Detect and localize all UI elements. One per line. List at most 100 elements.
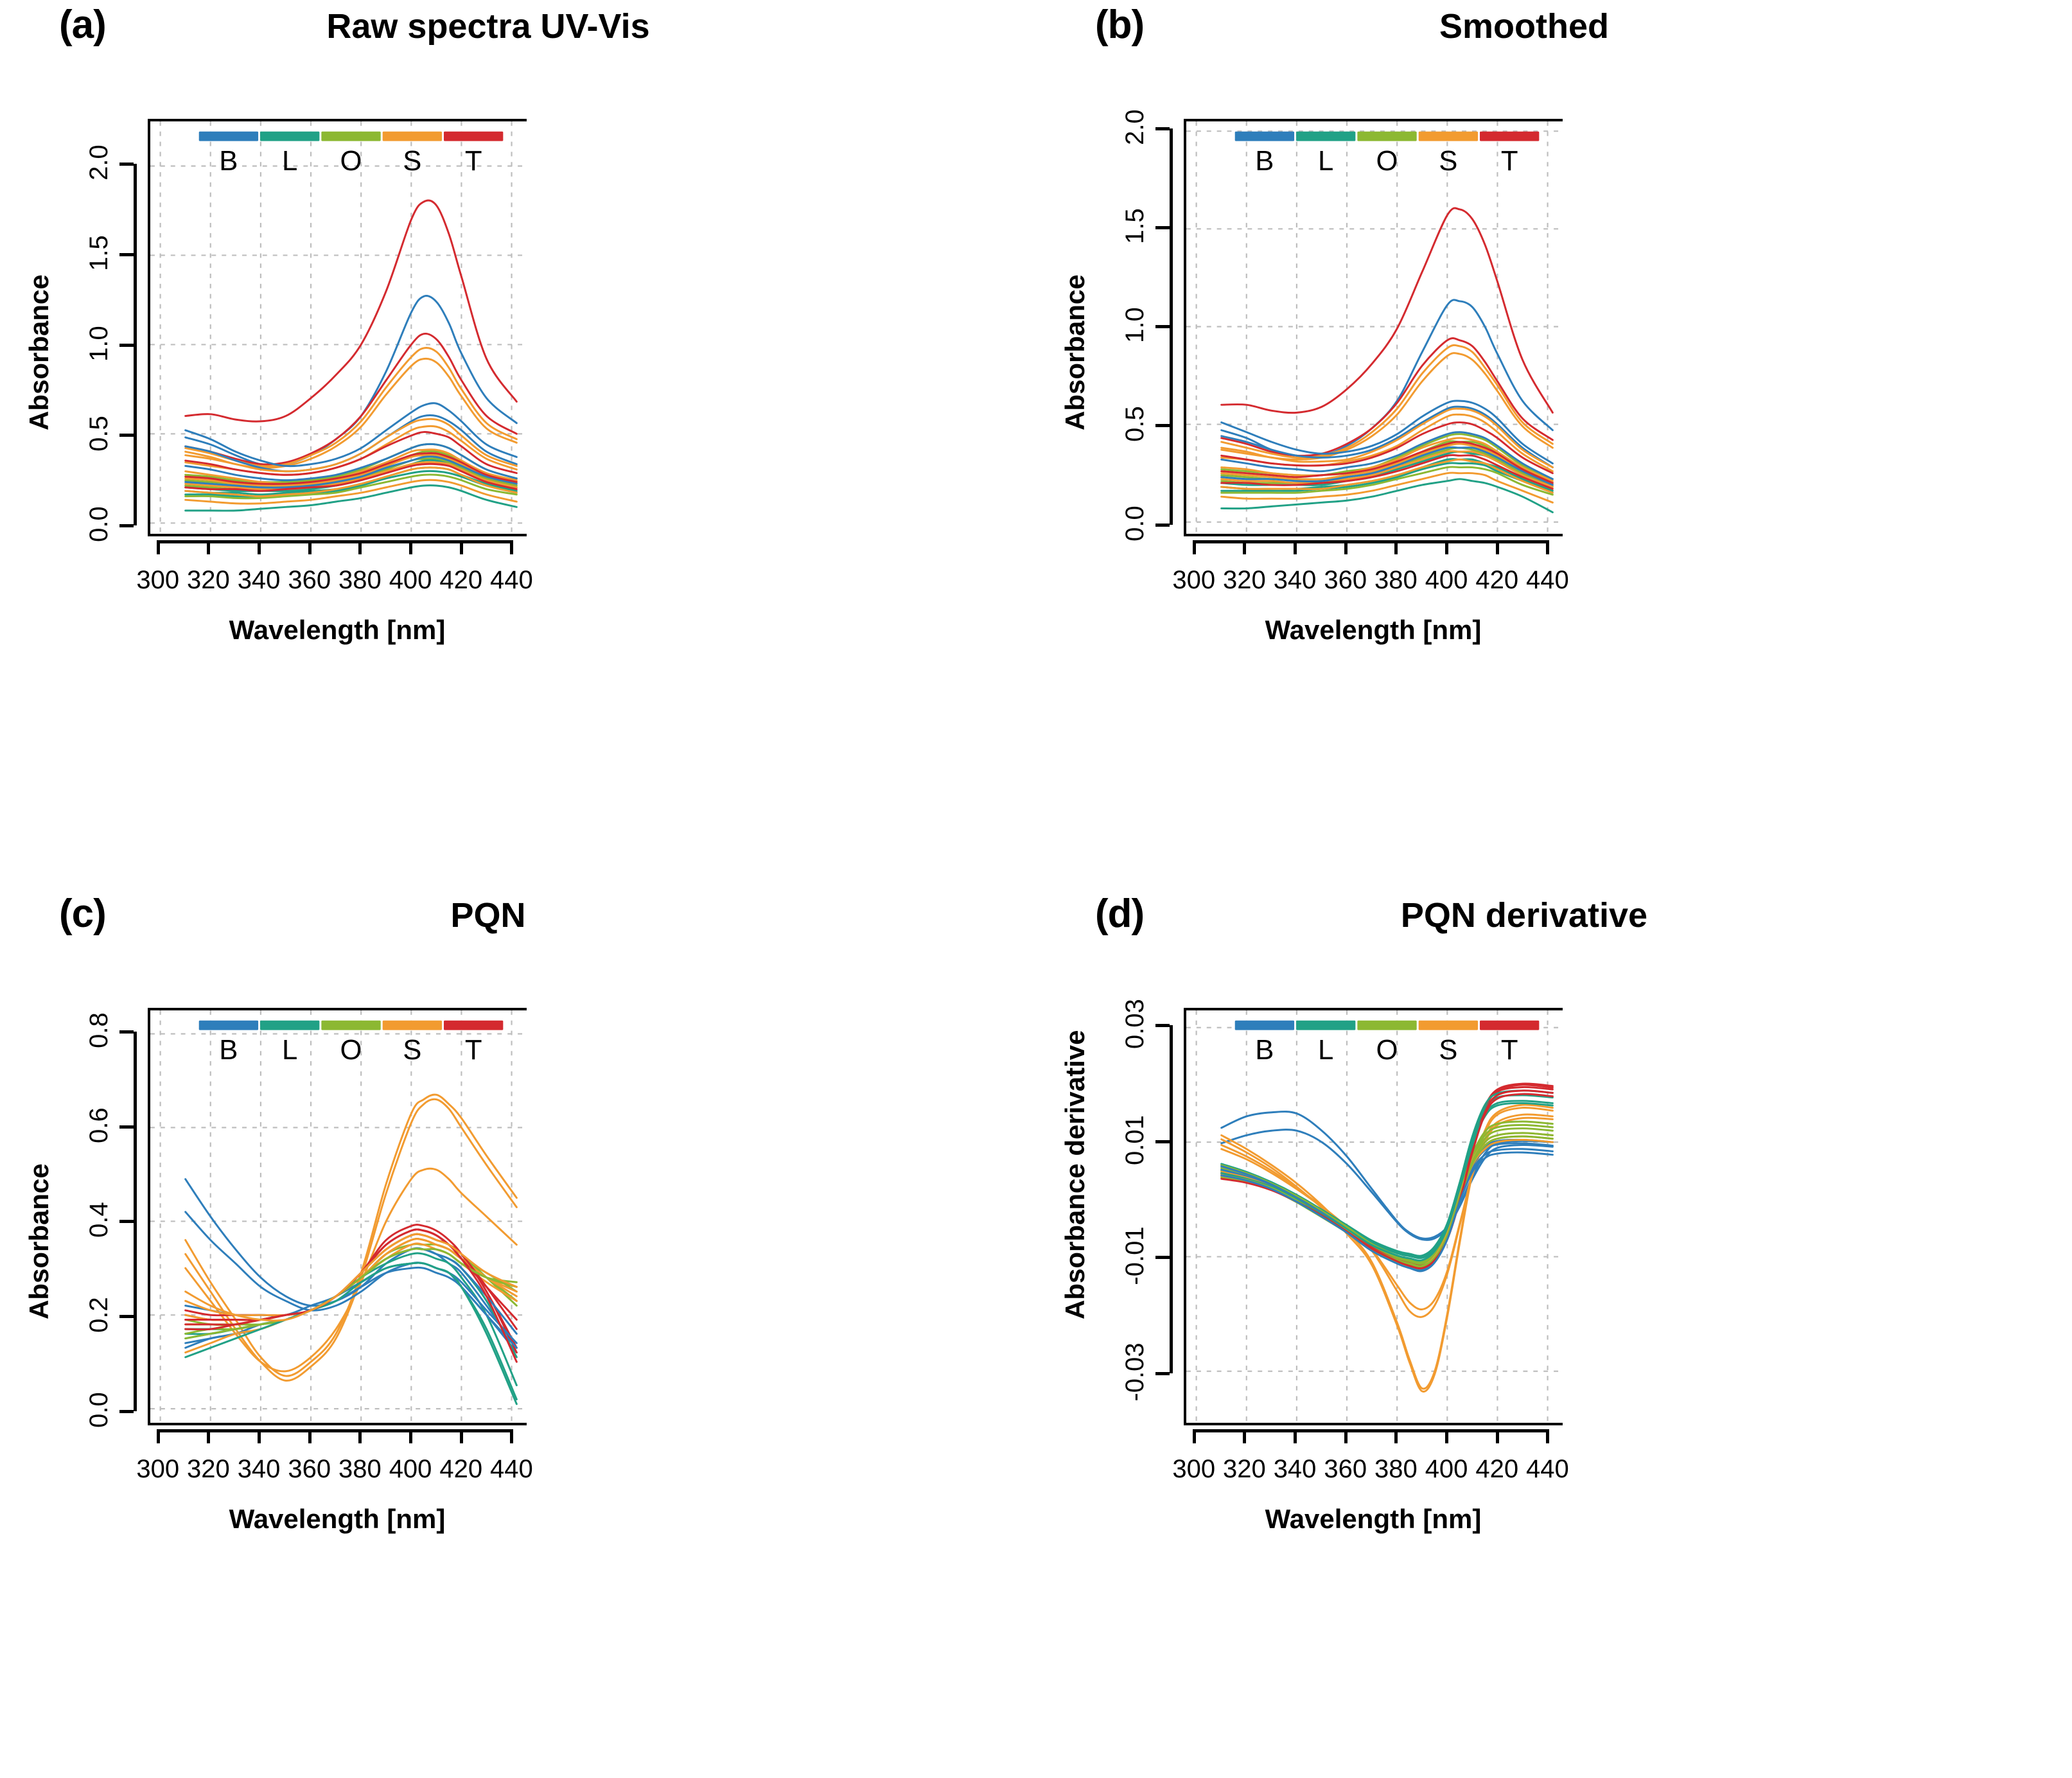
x-axis-tick-label: 380 bbox=[1374, 566, 1418, 594]
spectrum-line bbox=[1220, 1089, 1554, 1257]
x-axis-tick-label: 380 bbox=[1374, 1455, 1418, 1483]
x-axis-tick bbox=[1344, 540, 1348, 554]
x-axis-tick bbox=[459, 1429, 463, 1443]
legend-color-segment-b bbox=[198, 131, 259, 141]
x-axis-tick bbox=[459, 540, 463, 554]
legend-label-l: L bbox=[282, 146, 297, 177]
x-axis-tick bbox=[1495, 1429, 1499, 1443]
x-axis-title: Wavelength [nm] bbox=[229, 615, 446, 645]
x-axis-line bbox=[157, 1429, 512, 1432]
y-axis-tick bbox=[119, 1315, 134, 1319]
spectrum-line bbox=[1220, 462, 1554, 494]
spectrum-line bbox=[1220, 1151, 1554, 1272]
x-axis-line bbox=[1193, 540, 1548, 543]
spectrum-line bbox=[1220, 478, 1554, 514]
y-axis-tick-label: 0.2 bbox=[85, 1297, 113, 1333]
legend-label-o: O bbox=[1376, 1035, 1398, 1066]
x-axis-tick-label: 400 bbox=[389, 566, 432, 594]
y-axis-title: Absorbance bbox=[1060, 274, 1090, 430]
legend-color-segment-l bbox=[260, 1020, 320, 1030]
x-axis-tick bbox=[1192, 1429, 1196, 1443]
x-axis-tick-label: 440 bbox=[1526, 1455, 1569, 1483]
x-axis-title: Wavelength [nm] bbox=[1265, 1504, 1482, 1534]
spectrum-line bbox=[184, 453, 518, 487]
y-axis-line bbox=[1170, 128, 1173, 525]
spectrum-line bbox=[1220, 1086, 1554, 1267]
x-axis-tick-label: 420 bbox=[1475, 566, 1519, 594]
legend-label-t: T bbox=[465, 146, 482, 177]
spectrum-line bbox=[184, 1167, 518, 1373]
y-axis-tick-label: -0.01 bbox=[1121, 1226, 1149, 1285]
panel-c-title: PQN bbox=[450, 896, 526, 935]
x-axis-line bbox=[1193, 1429, 1548, 1432]
y-axis-tick bbox=[119, 343, 134, 347]
y-axis-title: Absorbance derivative bbox=[1060, 1030, 1090, 1319]
x-axis-tick-label: 360 bbox=[1324, 566, 1367, 594]
spectrum-line bbox=[1220, 337, 1554, 457]
x-axis-tick-label: 440 bbox=[490, 1455, 533, 1483]
y-axis-tick-label: 1.0 bbox=[1121, 307, 1149, 344]
spectrum-line bbox=[184, 461, 518, 491]
x-axis-tick bbox=[409, 540, 413, 554]
legend-color-segment-b bbox=[198, 1020, 259, 1030]
x-axis-tick-label: 360 bbox=[288, 566, 331, 594]
x-axis-tick bbox=[358, 1429, 362, 1443]
y-axis-title: Absorbance bbox=[24, 274, 54, 430]
legend-color-segment-b bbox=[1234, 131, 1295, 141]
legend-color-segment-o bbox=[1357, 131, 1417, 141]
legend-color-segment-s bbox=[382, 131, 443, 141]
x-axis-tick bbox=[1445, 540, 1449, 554]
spectrum-line bbox=[184, 1098, 518, 1382]
spectrum-line bbox=[184, 431, 518, 476]
x-axis-tick bbox=[1294, 540, 1297, 554]
spectrum-line bbox=[1220, 207, 1554, 414]
x-axis-title: Wavelength [nm] bbox=[229, 1504, 446, 1534]
spectrum-line bbox=[1220, 421, 1554, 475]
y-axis-tick bbox=[119, 434, 134, 437]
legend-color-segment-l bbox=[1296, 1020, 1356, 1030]
legend-label-s: S bbox=[1439, 1035, 1457, 1066]
x-axis-tick bbox=[1445, 1429, 1449, 1443]
x-axis-tick-label: 300 bbox=[136, 566, 180, 594]
panel-a-title: Raw spectra UV-Vis bbox=[326, 7, 650, 46]
x-axis-title: Wavelength [nm] bbox=[1265, 615, 1482, 645]
spectrum-line bbox=[1220, 1113, 1554, 1318]
spectrum-line bbox=[1220, 453, 1554, 490]
y-axis-tick bbox=[1155, 1256, 1170, 1260]
x-axis-tick-label: 400 bbox=[389, 1455, 432, 1483]
y-axis-line bbox=[134, 164, 137, 526]
spectrum-line bbox=[184, 462, 518, 492]
x-axis-line bbox=[157, 540, 512, 543]
y-axis-tick bbox=[1155, 1371, 1170, 1375]
spectrum-line bbox=[1220, 299, 1554, 458]
legend-color-segment-t bbox=[1480, 131, 1540, 141]
panel-d-title: PQN derivative bbox=[1400, 896, 1648, 935]
spectrum-line bbox=[1220, 446, 1554, 486]
panel-b-title: Smoothed bbox=[1439, 7, 1609, 46]
legend-label-s: S bbox=[403, 1035, 421, 1066]
legend-label-s: S bbox=[403, 146, 421, 177]
spectrum-line bbox=[1220, 1111, 1554, 1240]
y-axis-tick-label: 0.0 bbox=[85, 1392, 113, 1428]
panel-c-tag: (c) bbox=[59, 892, 107, 936]
y-axis-tick bbox=[1155, 1024, 1170, 1028]
spectrum-line bbox=[1220, 344, 1554, 459]
x-axis-tick-label: 420 bbox=[1475, 1455, 1519, 1483]
spectrum-line bbox=[184, 466, 518, 498]
x-axis-tick bbox=[1192, 540, 1196, 554]
y-axis-tick bbox=[1155, 325, 1170, 329]
legend-color-segment-t bbox=[444, 1020, 504, 1030]
legend-label-l: L bbox=[282, 1035, 297, 1066]
legend-color-segment-l bbox=[1296, 131, 1356, 141]
x-axis-tick-label: 440 bbox=[490, 566, 533, 594]
legend-label-b: B bbox=[219, 1035, 238, 1066]
spectrum-line bbox=[184, 448, 518, 485]
x-axis-tick-label: 400 bbox=[1425, 1455, 1468, 1483]
y-axis-tick-label: 2.0 bbox=[1121, 109, 1149, 146]
legend-color-segment-o bbox=[321, 1020, 381, 1030]
panel-a-tag: (a) bbox=[59, 3, 107, 47]
legend-label-o: O bbox=[340, 1035, 362, 1066]
spectrum-line bbox=[184, 1247, 518, 1340]
